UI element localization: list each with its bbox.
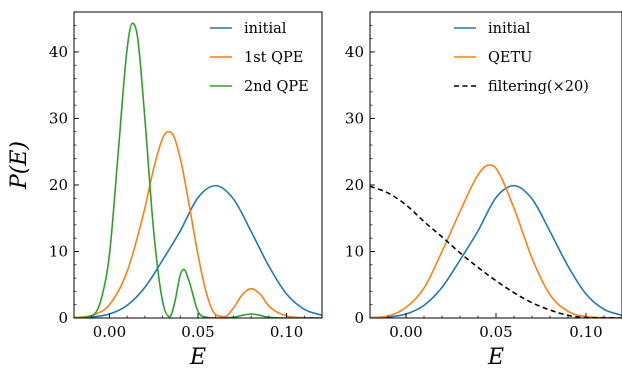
legend-label-1-1: initial [244, 21, 287, 37]
legend-label-1-3: 2nd QPE [244, 79, 309, 95]
series-line-1-2 [74, 130, 322, 318]
y-tick-label-1-2: 20 [49, 176, 68, 194]
x-axis-label-1: E [189, 345, 206, 370]
y-tick-label-1-3: 30 [49, 109, 68, 127]
y-tick-label-2-4: 40 [345, 43, 364, 61]
y-axis-label-1: P(E) [7, 141, 32, 190]
series-line-1-3 [74, 22, 322, 318]
legend-1: initial 1st QPE 2nd QPE [210, 21, 309, 95]
series-line-2-3 [370, 185, 622, 318]
x-tick-label-2-2: 0.10 [569, 323, 602, 341]
x-axis-label-2: E [487, 345, 504, 370]
x-tick-label-1-2: 0.10 [270, 323, 303, 341]
y-tick-label-1-4: 40 [49, 43, 68, 61]
panel-1: 0 10 20 30 40 0.00 0.05 0.10 E P(E) initial 1st QPE… [7, 11, 323, 370]
series-line-2-2 [370, 164, 622, 318]
y-tick-label-1-0: 0 [58, 309, 68, 327]
x-tick-label-1-0: 0.00 [93, 323, 126, 341]
legend-2: initial QETU filtering(×20) [454, 21, 589, 95]
series-line-1-1 [74, 184, 322, 318]
series-line-2-1 [370, 184, 622, 318]
y-tick-label-2-1: 10 [345, 242, 364, 260]
x-tick-label-2-0: 0.00 [389, 323, 422, 341]
y-tick-label-1-1: 10 [49, 242, 68, 260]
legend-label-2-3: filtering(×20) [488, 79, 589, 95]
y-tick-label-2-2: 20 [345, 176, 364, 194]
legend-label-2-1: initial [488, 21, 531, 37]
y-tick-label-2-3: 30 [345, 109, 364, 127]
legend-label-1-2: 1st QPE [244, 50, 303, 66]
legend-label-2-2: QETU [488, 50, 532, 66]
x-tick-label-2-1: 0.05 [479, 323, 512, 341]
x-tick-label-1-1: 0.05 [181, 323, 214, 341]
y-tick-label-2-0: 0 [354, 309, 364, 327]
